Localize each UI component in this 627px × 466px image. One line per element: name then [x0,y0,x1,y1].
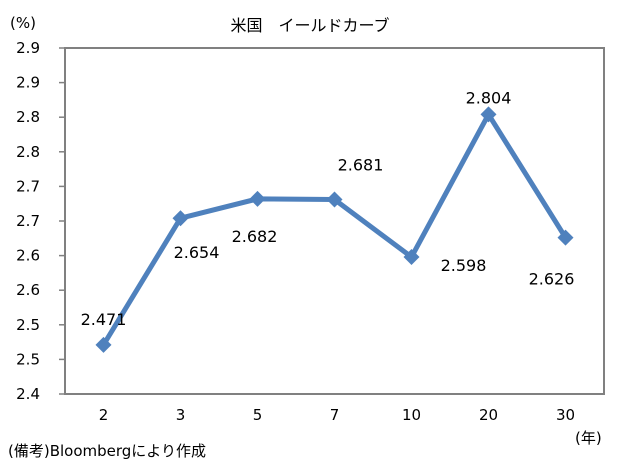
data-label: 2.626 [529,270,575,289]
data-label: 2.681 [338,156,384,175]
diamond-marker-icon [95,336,112,353]
series-line [95,106,574,353]
diamond-marker-icon [480,106,497,123]
diamond-marker-icon [403,248,420,265]
x-tick-label: 7 [330,406,340,424]
data-label: 2.654 [174,243,220,262]
x-tick-label: 3 [176,406,186,424]
diamond-marker-icon [326,191,343,208]
y-tick-label: 2.8 [16,108,40,126]
y-tick-label: 2.9 [16,39,40,57]
y-tick-label: 2.8 [16,143,40,161]
data-label: 2.804 [466,88,512,107]
y-tick-label: 2.6 [16,247,40,265]
y-tick-label: 2.7 [16,177,40,195]
x-tick-label: 30 [556,406,575,424]
y-axis: 2.4 2.5 2.5 2.6 2.6 2.7 2.7 2.8 2.8 2.9 2.9 [16,39,65,403]
plot-area-frame [64,47,605,395]
y-tick-label: 2.9 [16,74,40,92]
x-tick-label: 20 [479,406,498,424]
data-label: 2.471 [81,310,127,329]
x-tick-label: 2 [99,406,109,424]
data-labels: 2.471 2.654 2.682 2.681 2.598 2.804 2.626 [81,88,575,328]
x-tick-label: 10 [402,406,421,424]
diamond-marker-icon [557,229,574,246]
y-axis-unit-label: (%) [10,14,36,32]
y-tick-label: 2.7 [16,212,40,230]
data-label: 2.682 [232,227,278,246]
diamond-marker-icon [249,190,266,207]
source-note: (備考)Bloombergにより作成 [8,442,207,460]
y-tick-label: 2.6 [16,281,40,299]
x-tick-label: 5 [253,406,263,424]
x-axis-unit-label: (年) [575,429,602,447]
series-path [101,111,568,347]
y-tick-label: 2.5 [16,316,40,334]
data-label: 2.598 [441,256,487,275]
diamond-marker-icon [172,210,189,227]
y-tick-label: 2.4 [16,385,40,403]
chart-title: 米国 イールドカーブ [230,16,389,35]
x-axis: 2 3 5 7 10 20 30 [99,406,575,424]
y-tick-label: 2.5 [16,350,40,368]
